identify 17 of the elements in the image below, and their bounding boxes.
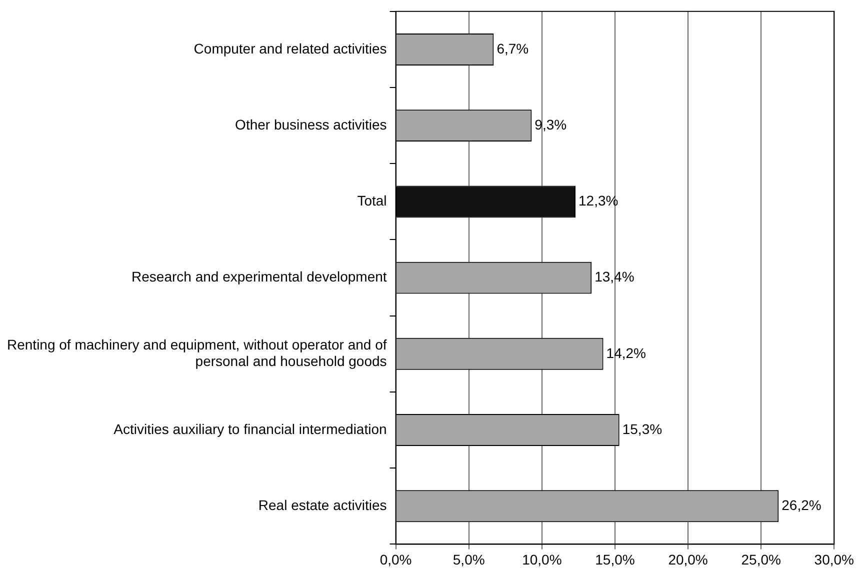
- data-label: 15,3%: [622, 420, 662, 437]
- x-tick-label: 15,0%: [595, 551, 635, 568]
- x-tick-label: 20,0%: [668, 551, 708, 568]
- data-label: 6,7%: [496, 40, 529, 56]
- x-tick-label: 0,0%: [380, 551, 412, 568]
- y-tick-label: Activities auxiliary to financial intermediation: [114, 420, 387, 437]
- data-label: 26,2%: [782, 497, 822, 513]
- x-tick-label: 5,0%: [452, 551, 485, 568]
- y-tick-label: Computer and related activities: [194, 40, 387, 56]
- y-tick-label: Real estate activities: [258, 497, 387, 513]
- y-tick-label: Renting of machinery and equipment, without operator and of personal and household goods: [6, 336, 387, 370]
- x-tick-label: 30,0%: [814, 551, 854, 568]
- y-tick-label: Other business activities: [235, 116, 387, 132]
- x-tick-label: 10,0%: [522, 551, 562, 568]
- x-tick-label: 25,0%: [741, 551, 781, 568]
- y-tick-label: Total: [357, 192, 387, 209]
- y-tick-label: Research and experimental development: [132, 268, 387, 285]
